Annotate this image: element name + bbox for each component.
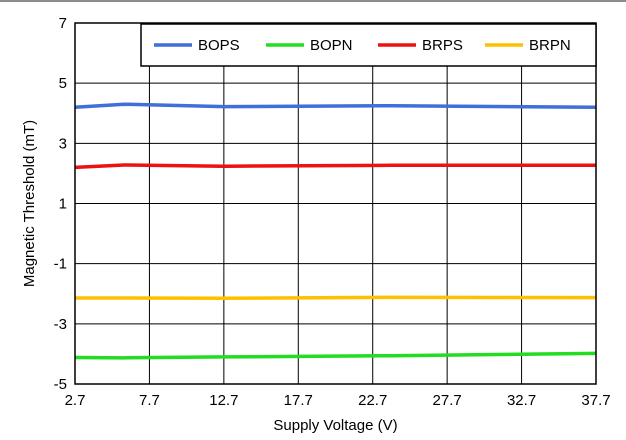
x-axis-label: Supply Voltage (V) — [273, 417, 397, 434]
x-tick-label: 7.7 — [139, 392, 160, 409]
x-tick-label: 12.7 — [209, 392, 238, 409]
series-lines — [74, 102, 597, 360]
legend: BOPS BOPN BRPS BRPN — [140, 23, 597, 67]
y-tick-label: -3 — [54, 316, 67, 333]
series-line-brps — [74, 163, 596, 170]
y-tick-label: -5 — [54, 376, 67, 393]
plot-frame — [74, 22, 597, 385]
y-tick-labels: -5 -3 -1 1 3 5 7 — [54, 15, 67, 393]
y-tick-label: -1 — [54, 256, 67, 273]
x-tick-label: 32.7 — [507, 392, 536, 409]
x-tick-label: 2.7 — [65, 392, 86, 409]
x-tick-label: 27.7 — [433, 392, 462, 409]
y-axis-label: Magnetic Threshold (mT) — [21, 120, 38, 287]
legend-label-brps: BRPS — [422, 37, 463, 54]
y-tick-label: 1 — [59, 196, 67, 213]
y-tick-label: 3 — [59, 135, 67, 152]
y-tick-label: 5 — [59, 75, 67, 92]
x-tick-label: 22.7 — [358, 392, 387, 409]
y-tick-label: 7 — [59, 15, 67, 32]
legend-label-bops: BOPS — [198, 37, 240, 54]
x-tick-label: 17.7 — [284, 392, 313, 409]
grid — [74, 22, 597, 385]
x-tick-labels: 2.7 7.7 12.7 17.7 22.7 27.7 32.7 37.7 — [65, 392, 611, 409]
x-tick-label: 37.7 — [581, 392, 610, 409]
legend-label-bopn: BOPN — [310, 37, 353, 54]
series-line-bopn — [74, 351, 597, 360]
series-line-brpn — [75, 295, 597, 301]
top-divider — [0, 0, 626, 2]
series-line-bops — [74, 102, 597, 109]
legend-label-brpn: BRPN — [529, 37, 571, 54]
